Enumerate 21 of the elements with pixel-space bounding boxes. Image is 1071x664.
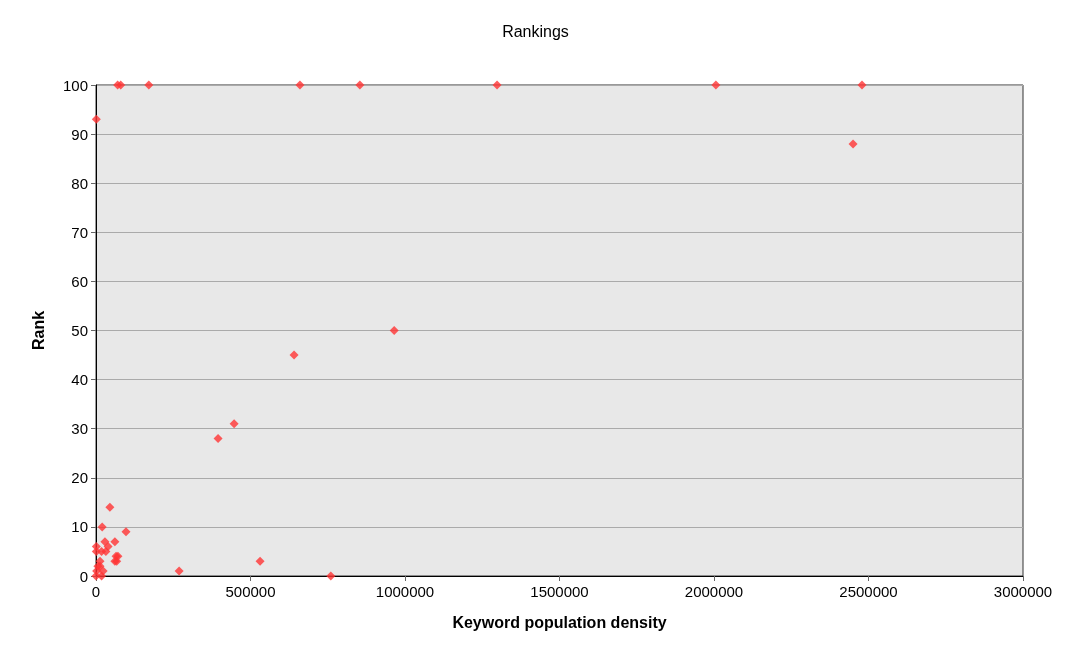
- x-tick-label: 2500000: [839, 583, 898, 600]
- y-tick-label: 40: [71, 371, 88, 389]
- y-tick-label: 10: [71, 518, 88, 536]
- x-tick-label: 1000000: [375, 583, 435, 600]
- x-tick-label: 0: [91, 583, 101, 600]
- y-tick-label: 0: [79, 567, 88, 585]
- x-axis-title: Keyword population density: [452, 613, 667, 631]
- y-axis-title: Rank: [29, 310, 47, 351]
- y-tick-label: 60: [71, 272, 88, 290]
- chart-title: Rankings: [502, 22, 569, 40]
- y-tick-label: 20: [71, 469, 88, 487]
- x-tick-label: 3000000: [993, 583, 1053, 600]
- y-tick-label: 50: [71, 322, 88, 339]
- x-tick-label: 1500000: [530, 583, 589, 600]
- y-tick-label: 70: [71, 223, 88, 241]
- y-tick-label: 80: [71, 174, 88, 192]
- x-tick-label: 500000: [225, 583, 276, 600]
- y-tick-label: 30: [71, 420, 88, 438]
- y-tick-label: 90: [71, 125, 88, 143]
- x-tick-label: 2000000: [684, 583, 744, 600]
- y-tick-label: 100: [62, 76, 88, 94]
